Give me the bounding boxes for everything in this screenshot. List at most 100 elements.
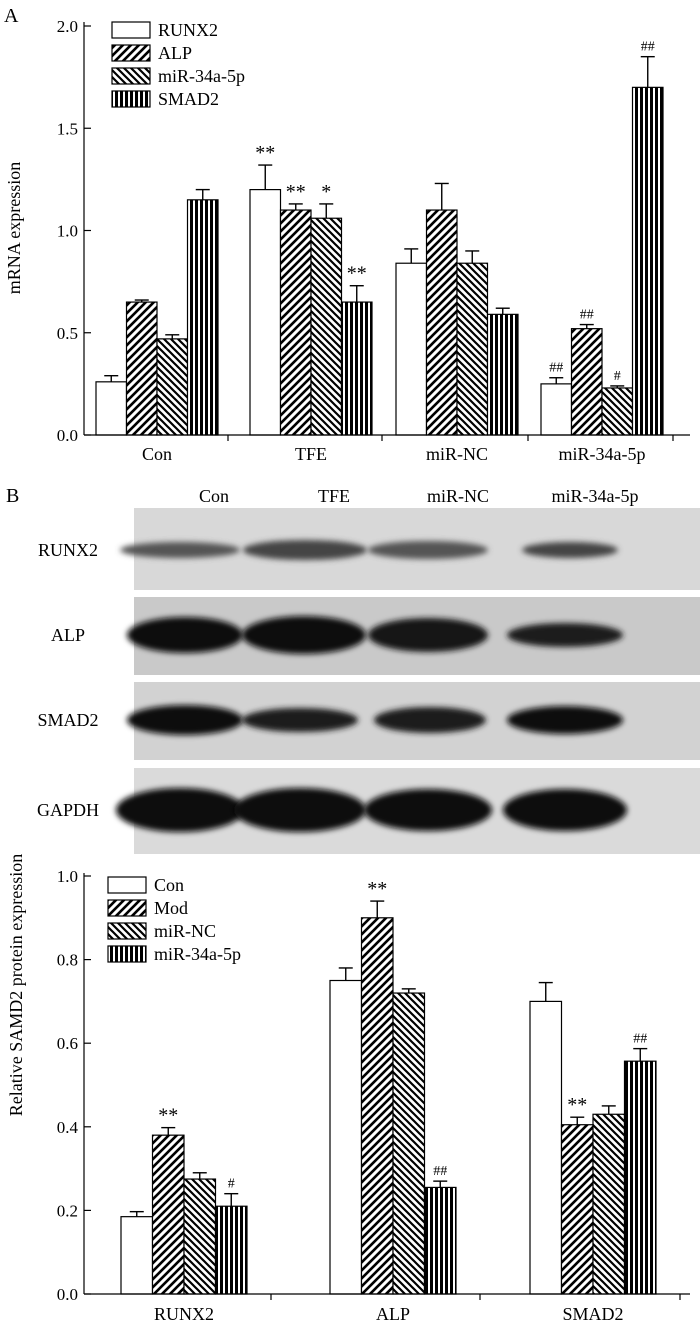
panel-a-bar [456, 262, 489, 436]
panel-b-bar [392, 992, 426, 1295]
panel-a-significance-mark: * [321, 181, 331, 203]
blot-band [503, 789, 627, 831]
panel-b-legend-swatch [107, 945, 147, 963]
blot-band [120, 542, 240, 558]
panel-a-bar [395, 262, 428, 436]
panel-a-legend-label: miR-34a-5p [158, 66, 245, 86]
panel-b-bar [623, 1060, 657, 1295]
panel-b-bar [360, 917, 394, 1295]
panel-b-legend-label: miR-NC [154, 921, 216, 941]
blot-row-label: SMAD2 [37, 710, 98, 730]
panel-a-y-tick-label: 0.5 [57, 324, 78, 343]
panel-b-significance-mark: ** [567, 1094, 587, 1116]
panel-b-category-label: RUNX2 [154, 1304, 214, 1324]
blot-row-label: RUNX2 [38, 540, 98, 560]
panel-a-y-tick-label: 1.5 [57, 119, 78, 138]
panel-a-bar [186, 199, 219, 436]
blot-band [507, 706, 623, 734]
panel-a-bar [279, 209, 312, 436]
blot-band [242, 616, 366, 654]
panel-b-legend-swatch [107, 922, 147, 940]
panel-a-bar [570, 328, 603, 436]
panel-a-bar [95, 381, 128, 436]
panel-a-bar [486, 313, 519, 436]
panel-a-significance-mark: # [614, 369, 621, 384]
blot-band [364, 789, 492, 831]
panel-a-bar [125, 301, 158, 436]
panel-a-legend-swatch [111, 67, 151, 85]
panel-b-y-tick-label: 0.8 [57, 951, 78, 970]
panel-a-bar [631, 86, 664, 436]
panel-b-bar [529, 1000, 563, 1295]
blot-lane-label: TFE [318, 486, 350, 506]
panel-a-y-axis-label: mRNA expression [4, 162, 24, 295]
panel-b-bar [560, 1124, 594, 1295]
panel-b-y-tick-label: 0.6 [57, 1034, 78, 1053]
panel-a-significance-mark: ** [347, 263, 367, 285]
panel-b-category-label: ALP [376, 1304, 410, 1324]
panel-b-significance-mark: ## [433, 1164, 447, 1179]
blot-band [243, 540, 367, 560]
panel-b-legend-label: Con [154, 875, 184, 895]
panel-b-y-tick-label: 0.2 [57, 1201, 78, 1220]
panel-a-significance-mark: ## [641, 40, 655, 55]
panel-b-bar [214, 1205, 248, 1295]
panel-a-category-label: miR-NC [426, 444, 488, 464]
panel-b-legend-label: Mod [154, 898, 188, 918]
panel-b-legend-label: miR-34a-5p [154, 944, 241, 964]
panel-a-bar [601, 387, 634, 436]
panel-b-significance-mark: ** [367, 878, 387, 900]
blot-band [127, 705, 243, 735]
panel-b-significance-mark: ## [633, 1032, 647, 1047]
panel-a-bar [340, 301, 373, 436]
panel-b-bar [183, 1178, 217, 1295]
western-blot: B Con TFE miR-NC miR-34a-5p RUNX2 ALP SMAD2 GA… [6, 485, 700, 854]
blot-row-label: GAPDH [37, 800, 99, 820]
blot-band [234, 788, 366, 832]
panel-a-legend-label: RUNX2 [158, 20, 218, 40]
panel-a-category-label: TFE [295, 444, 327, 464]
panel-b-category-label: SMAD2 [562, 1304, 623, 1324]
panel-b-y-tick-label: 0.0 [57, 1285, 78, 1304]
panel-b-bar [329, 979, 363, 1295]
panel-a-bar [540, 383, 573, 436]
panel-a-y-tick-label: 2.0 [57, 17, 78, 36]
panel-b-bar [592, 1113, 626, 1295]
panel-a-significance-mark: ** [286, 181, 306, 203]
panel-a-legend-label: ALP [158, 43, 192, 63]
panel-a-legend-swatch [111, 90, 151, 108]
panel-a-bar [249, 189, 282, 436]
blot-lane-label: miR-NC [427, 486, 489, 506]
panel-b-legend-swatch [107, 876, 147, 894]
panel-b-significance-mark: # [228, 1177, 235, 1192]
panel-b-y-tick-label: 1.0 [57, 867, 78, 886]
blot-lane-label: Con [199, 486, 229, 506]
blot-band [374, 707, 486, 733]
panel-a-y-tick-label: 0.0 [57, 426, 78, 445]
panel-a-label: A [4, 5, 19, 27]
mrna-chart: A mRNA expression 0.0 0.5 1.0 1.5 2.0 Con TFE m… [4, 5, 690, 464]
panel-a-bar [156, 338, 189, 436]
panel-b-bar [120, 1216, 154, 1295]
panel-b-bar [423, 1186, 457, 1295]
blot-band [116, 788, 244, 832]
panel-a-category-label: Con [142, 444, 172, 464]
panel-b-label: B [6, 485, 19, 507]
blot-band [368, 541, 488, 559]
panel-a-legend-label: SMAD2 [158, 89, 219, 109]
blot-band [127, 617, 243, 653]
blot-row-label: ALP [51, 625, 85, 645]
panel-b-legend-swatch [107, 899, 147, 917]
panel-a-category-label: miR-34a-5p [559, 444, 646, 464]
blot-band [507, 623, 623, 647]
blot-band [368, 618, 488, 652]
blot-band [522, 542, 618, 558]
panel-a-significance-mark: ** [255, 142, 275, 164]
panel-a-bar [310, 217, 343, 436]
panel-b-y-axis-label: Relative SAMD2 protein expression [6, 854, 26, 1116]
panel-a-y-tick-label: 1.0 [57, 222, 78, 241]
panel-a-legend-swatch [111, 21, 151, 39]
protein-chart: Relative SAMD2 protein expression 0.0 0.2… [6, 854, 690, 1324]
panel-b-bar [151, 1134, 185, 1295]
